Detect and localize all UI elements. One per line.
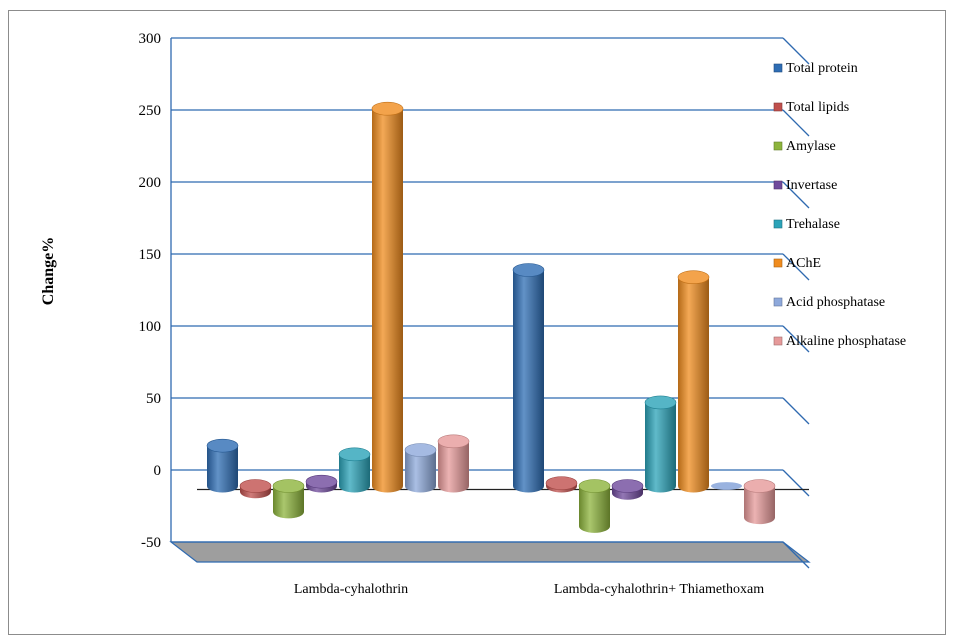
bar-body <box>339 454 370 493</box>
y-tick-label: 50 <box>146 391 161 407</box>
y-tick-label: 100 <box>139 319 162 335</box>
bar-cap <box>578 479 611 493</box>
bar <box>711 482 742 490</box>
bar <box>677 270 710 493</box>
bar-body <box>579 486 610 533</box>
bar <box>338 447 371 493</box>
bar-body <box>678 277 709 493</box>
y-tick-label: -50 <box>141 535 161 551</box>
bar-body <box>438 441 469 493</box>
legend-item: AChE <box>773 256 821 271</box>
gridline-depth <box>782 109 810 137</box>
legend-swatch <box>773 102 783 112</box>
gridline-depth <box>782 325 810 353</box>
legend-item: Total lipids <box>773 100 849 115</box>
bar <box>578 479 611 533</box>
gridline-depth <box>782 253 810 281</box>
x-category-label: Lambda-cyhalothrin+ Thiamethoxam <box>554 582 764 597</box>
bar-body <box>405 450 436 493</box>
legend-label: Amylase <box>786 139 836 154</box>
gridline-depth <box>782 397 810 425</box>
bar <box>743 479 776 525</box>
bar <box>239 479 272 499</box>
legend-item: Amylase <box>773 139 836 154</box>
x-category-label: Lambda-cyhalothrin <box>294 582 408 597</box>
legend-label: Trehalase <box>786 217 840 232</box>
bar-cap <box>711 482 742 490</box>
bar <box>545 476 578 493</box>
bar-cap <box>743 479 776 493</box>
bar <box>206 438 239 493</box>
legend-item: Acid phosphatase <box>773 295 885 310</box>
bar-cap <box>677 270 710 285</box>
chart: -50 0 50 100 150 200 250 300 Lambda-cyhalothrin… <box>40 31 906 597</box>
bar-cap <box>437 434 470 449</box>
y-axis-label: Change% <box>40 237 57 305</box>
legend-swatch <box>773 219 783 229</box>
bar <box>512 263 545 493</box>
bar-body <box>207 445 238 493</box>
gridline-depth <box>782 541 810 569</box>
legend-swatch <box>773 63 783 73</box>
bar-cap <box>239 479 272 493</box>
bar-cap <box>338 447 371 462</box>
bar-cap <box>611 479 644 493</box>
bar-cap <box>206 438 239 453</box>
gridline-depth <box>782 181 810 209</box>
bar-body <box>513 270 544 493</box>
bar-cap <box>512 263 545 277</box>
gridline-depth <box>782 37 810 65</box>
bar-cap <box>404 443 437 457</box>
gridline-depth <box>782 469 810 497</box>
bar-body <box>273 486 304 519</box>
legend-label: Total lipids <box>786 100 849 115</box>
legend-item: Invertase <box>773 178 837 193</box>
legend-swatch <box>773 141 783 151</box>
chart-floor <box>169 541 811 563</box>
bar <box>371 101 404 493</box>
legend-label: Total protein <box>786 61 858 76</box>
bar-cap <box>272 479 305 493</box>
chart-frame: -50 0 50 100 150 200 250 300 Lambda-cyhalothrin… <box>8 10 946 635</box>
bar <box>611 479 644 500</box>
bar-cap <box>371 101 404 116</box>
bar <box>644 395 677 493</box>
y-tick-label: 0 <box>154 463 162 479</box>
legend-label: Alkaline phosphatase <box>786 334 906 349</box>
bar-body <box>372 108 403 493</box>
y-tick-label: 250 <box>139 103 162 119</box>
legend-swatch <box>773 297 783 307</box>
bar-body <box>645 402 676 493</box>
legend-label: AChE <box>786 256 821 271</box>
legend-item: Alkaline phosphatase <box>773 334 906 349</box>
bar <box>272 479 305 519</box>
legend-swatch <box>773 258 783 268</box>
legend-item: Total protein <box>773 61 858 76</box>
legend-swatch <box>773 336 783 346</box>
bar <box>305 474 338 493</box>
legend-label: Invertase <box>786 178 837 193</box>
y-tick-label: 200 <box>139 175 162 191</box>
bar-cap <box>644 395 677 410</box>
bar-cap <box>305 474 338 489</box>
y-tick-label: 150 <box>139 247 162 263</box>
bar-body <box>744 486 775 525</box>
bar <box>437 434 470 493</box>
legend-swatch <box>773 180 783 190</box>
legend-label: Acid phosphatase <box>786 295 885 310</box>
legend-item: Trehalase <box>773 217 840 232</box>
bar-cap <box>545 476 578 490</box>
bar <box>404 443 437 493</box>
y-tick-label: 300 <box>139 31 162 47</box>
